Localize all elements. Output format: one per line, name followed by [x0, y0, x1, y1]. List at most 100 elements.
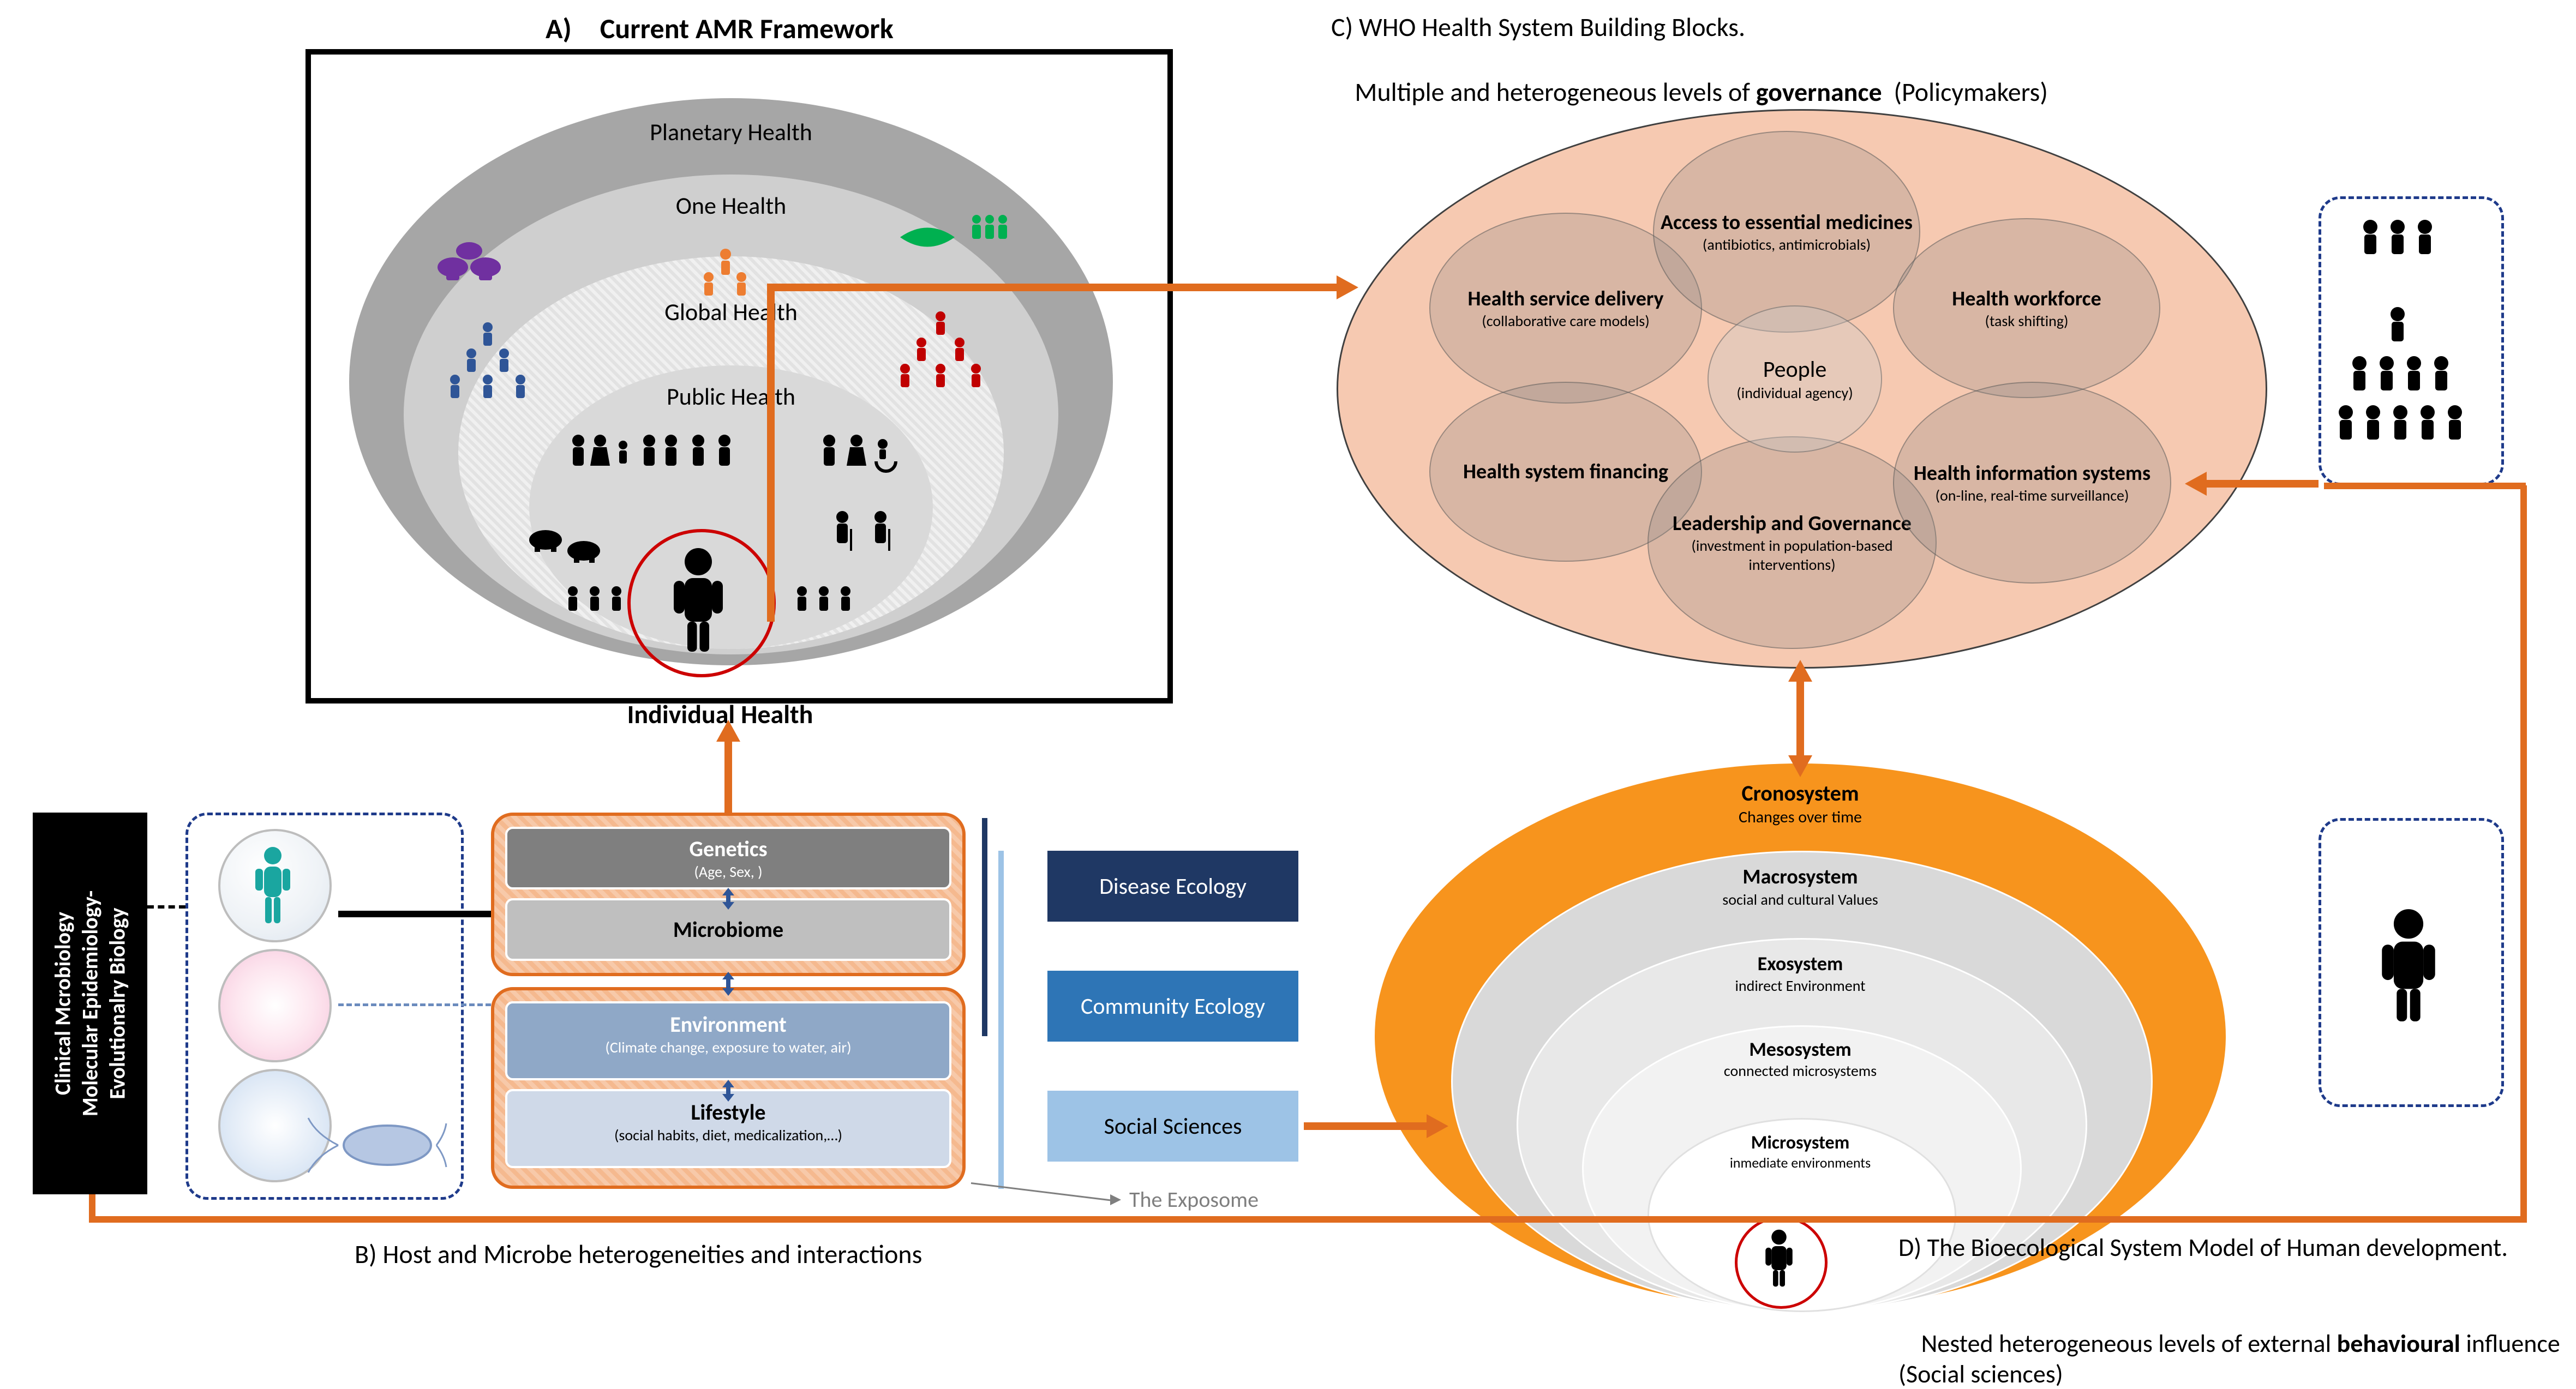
- vert-line-1: Clinical Mcrobiology: [49, 912, 76, 1095]
- bi-arrow-2: [720, 972, 736, 996]
- cluster-purple: [431, 224, 529, 289]
- title-d-line1: D) The Bioecological System Model of Hum…: [1898, 1232, 2553, 1263]
- disc-community-ecology: Community Ecology: [1047, 971, 1298, 1042]
- hm-environment-sub: (Climate change, exposure to water, air): [507, 1038, 949, 1057]
- bio-ring-2-t: Exosystem: [1517, 952, 2084, 976]
- exposome-arrowhead: [1110, 1194, 1121, 1205]
- title-d-bold: behavioural: [2337, 1328, 2460, 1359]
- title-b: B) Host and Microbe heterogeneities and …: [355, 1238, 922, 1270]
- arrow-pop-to-who: [2204, 480, 2319, 488]
- cluster-red: [884, 311, 1004, 398]
- who-medicines: Access to essential medicines (antibioti…: [1653, 131, 1920, 333]
- bi-arrow-1: [720, 888, 736, 910]
- bi-arrow-3: [720, 1080, 736, 1102]
- who-governance-t: Leadership and Governance: [1673, 511, 1912, 536]
- title-c-bold: governance: [1756, 76, 1882, 108]
- bracket-top: [982, 818, 987, 1036]
- disc-disease-ecology-label: Disease Ecology: [1099, 873, 1247, 900]
- title-d-line2: Nested heterogeneous levels of external …: [1898, 1298, 2575, 1389]
- diagram-canvas: A) Current AMR Framework Planetary Healt…: [0, 0, 2576, 1389]
- who-people-s: (individual agency): [1736, 383, 1853, 402]
- disc-community-ecology-label: Community Ecology: [1081, 993, 1265, 1020]
- who-governance-s: (investment in population-based interven…: [1654, 536, 1930, 574]
- vert-line-2: Molecular Epidemiology-: [76, 891, 103, 1117]
- bio-ring-4-t: Microsystem: [1648, 1132, 1953, 1154]
- disc-social-sciences: Social Sciences: [1047, 1091, 1298, 1162]
- pop-pyramid-icon: [2335, 218, 2482, 458]
- arrow-long-bottom: [93, 1216, 2526, 1223]
- ring-label-publichealth: Public Health: [529, 382, 933, 411]
- cluster-elderly: [829, 507, 927, 573]
- arrow-b-to-a: [724, 736, 732, 813]
- dash-connector-1: [147, 905, 185, 909]
- hm-genetics: Genetics (Age, Sex, ): [505, 827, 951, 889]
- bio-ring-1-s: social and cultural Values: [1451, 890, 2149, 909]
- disc-social-sciences-label: Social Sciences: [1104, 1113, 1242, 1140]
- who-workforce-s: (task shifting): [1985, 311, 2068, 330]
- bio-ring-0-s: Changes over time: [1375, 807, 2226, 827]
- person-icon: [666, 545, 731, 654]
- cluster-blue: [436, 322, 546, 404]
- arrow-b-to-a-head: [716, 720, 740, 742]
- vert-line-3: Evolutionalry Biology: [104, 907, 130, 1099]
- arrow-c-d-link: [1796, 676, 1804, 758]
- bio-ring-2-s: indirect Environment: [1517, 976, 2084, 995]
- who-financing-t: Health system financing: [1463, 459, 1668, 484]
- arrow-pop-to-who-head: [2185, 472, 2207, 496]
- exposome-line: [971, 1182, 1112, 1201]
- arrow-c-d-head-up: [1788, 660, 1812, 682]
- microbe-img-2: [218, 949, 332, 1062]
- arrow-ss-to-d-head: [1427, 1114, 1448, 1138]
- bio-ring-3-t: Mesosystem: [1582, 1037, 2018, 1061]
- hm-environment: Environment (Climate change, exposure to…: [505, 1001, 951, 1080]
- cluster-orange: [671, 245, 780, 305]
- arrow-long-right-h: [2324, 483, 2526, 489]
- hm-genetics-title: Genetics: [507, 835, 949, 862]
- vertical-disciplines-box: Clinical Mcrobiology Molecular Epidemiol…: [33, 813, 147, 1194]
- arrow-ss-to-d: [1304, 1122, 1429, 1130]
- arrow-a-to-c-v: [767, 289, 775, 622]
- who-people-t: People: [1763, 356, 1827, 383]
- who-governance: Leadership and Governance (investment in…: [1648, 436, 1937, 649]
- bio-ring-4-s: inmediate environments: [1648, 1154, 1953, 1171]
- label-exposome: The Exposome: [1129, 1186, 1259, 1213]
- cluster-family: [567, 431, 753, 491]
- who-medicines-s: (antibiotics, antimicrobials): [1703, 235, 1871, 254]
- bacillus-icon: [305, 1102, 447, 1189]
- hm-lifestyle-sub: (social habits, diet, medicalization,…): [507, 1126, 949, 1145]
- dash-connector-2: [338, 1003, 491, 1006]
- arrow-long-left-v: [89, 1194, 95, 1223]
- bio-ring-0-t: Cronosystem: [1375, 780, 2226, 807]
- hm-environment-title: Environment: [507, 1011, 949, 1038]
- arrow-c-d-head-down: [1788, 755, 1812, 777]
- hm-lifestyle-title: Lifestyle: [507, 1099, 949, 1126]
- bio-person-icon: [1761, 1228, 1797, 1288]
- bio-ring-1-t: Macrosystem: [1451, 864, 2149, 889]
- who-delivery-s: (collaborative care models): [1482, 311, 1650, 330]
- arrow-long-right-v: [2520, 485, 2527, 1223]
- title-a: A) Current AMR Framework: [546, 11, 894, 46]
- who-info-t: Health information systems: [1914, 461, 2150, 486]
- bio-ring-3-s: connected microsystems: [1582, 1061, 2018, 1080]
- hm-genetics-sub: (Age, Sex, ): [507, 862, 949, 881]
- who-info-s: (on-line, real-time surveillance): [1936, 486, 2129, 505]
- body-icon: [237, 843, 308, 930]
- arrow-a-to-c-head: [1337, 275, 1358, 299]
- title-c-line1: C) WHO Health System Building Blocks.: [1331, 11, 1745, 43]
- arrow-a-to-c-h: [767, 284, 1340, 291]
- who-workforce-t: Health workforce: [1952, 286, 2101, 311]
- who-info: Health information systems (on-line, rea…: [1893, 382, 2171, 584]
- disc-disease-ecology: Disease Ecology: [1047, 851, 1298, 922]
- who-delivery-t: Health service delivery: [1467, 286, 1663, 311]
- solid-connector: [338, 911, 491, 917]
- who-workforce: Health workforce (task shifting): [1893, 218, 2160, 398]
- person-large-icon: [2373, 905, 2444, 1025]
- ring-label-planetary: Planetary Health: [349, 117, 1113, 147]
- cluster-sm-right: [791, 584, 867, 638]
- bracket-bottom: [998, 851, 1004, 1189]
- cluster-accessible: [818, 431, 916, 491]
- who-medicines-t: Access to essential medicines: [1661, 210, 1913, 235]
- cluster-sm-left: [562, 584, 638, 638]
- cluster-green: [895, 207, 1015, 267]
- cluster-farm: [524, 513, 611, 573]
